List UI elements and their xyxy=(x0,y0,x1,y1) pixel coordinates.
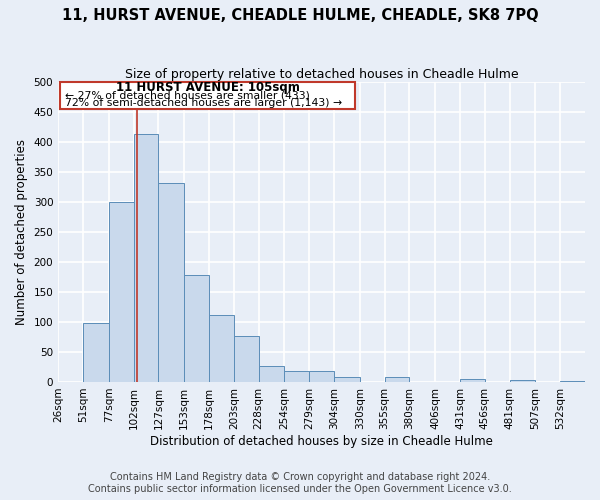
Bar xyxy=(134,134,158,382)
X-axis label: Distribution of detached houses by size in Cheadle Hulme: Distribution of detached houses by size … xyxy=(150,434,493,448)
Bar xyxy=(560,381,585,382)
Bar xyxy=(158,182,184,382)
Bar xyxy=(209,316,234,382)
Title: Size of property relative to detached houses in Cheadle Hulme: Size of property relative to detached ho… xyxy=(125,68,518,80)
Text: Contains HM Land Registry data © Crown copyright and database right 2024.
Contai: Contains HM Land Registry data © Crown c… xyxy=(88,472,512,494)
Bar xyxy=(259,366,284,382)
Bar xyxy=(509,380,535,382)
FancyBboxPatch shape xyxy=(60,82,355,108)
Text: 11 HURST AVENUE: 105sqm: 11 HURST AVENUE: 105sqm xyxy=(116,80,299,94)
Bar xyxy=(83,323,109,382)
Bar xyxy=(284,371,309,382)
Bar xyxy=(385,377,409,382)
Text: 72% of semi-detached houses are larger (1,143) →: 72% of semi-detached houses are larger (… xyxy=(65,98,342,108)
Bar xyxy=(309,371,334,382)
Text: 11, HURST AVENUE, CHEADLE HULME, CHEADLE, SK8 7PQ: 11, HURST AVENUE, CHEADLE HULME, CHEADLE… xyxy=(62,8,538,22)
Y-axis label: Number of detached properties: Number of detached properties xyxy=(15,139,28,325)
Bar xyxy=(234,336,259,382)
Bar xyxy=(184,275,209,382)
Text: ← 27% of detached houses are smaller (433): ← 27% of detached houses are smaller (43… xyxy=(65,90,310,101)
Bar xyxy=(109,202,134,382)
Bar xyxy=(334,377,360,382)
Bar xyxy=(460,379,485,382)
